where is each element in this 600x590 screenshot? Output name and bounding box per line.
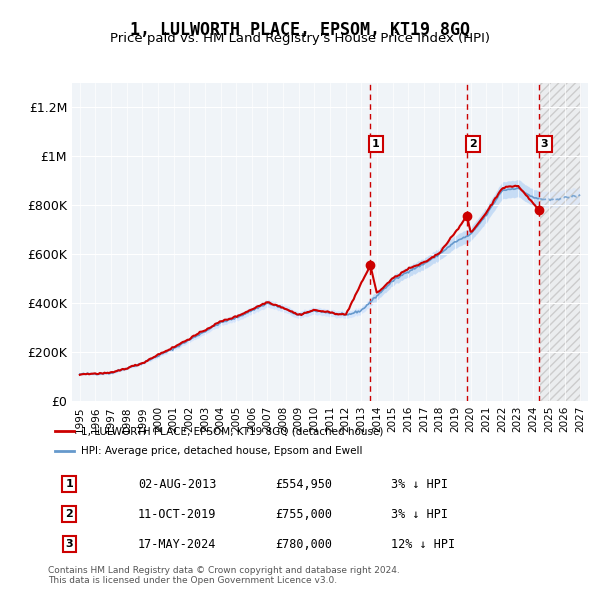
- Text: 12% ↓ HPI: 12% ↓ HPI: [391, 537, 455, 551]
- Text: 02-AUG-2013: 02-AUG-2013: [138, 477, 216, 491]
- Text: 3% ↓ HPI: 3% ↓ HPI: [391, 477, 448, 491]
- Text: 11-OCT-2019: 11-OCT-2019: [138, 507, 216, 521]
- Text: 1, LULWORTH PLACE, EPSOM, KT19 8GQ: 1, LULWORTH PLACE, EPSOM, KT19 8GQ: [130, 21, 470, 39]
- Text: £780,000: £780,000: [275, 537, 332, 551]
- Text: HPI: Average price, detached house, Epsom and Ewell: HPI: Average price, detached house, Epso…: [81, 446, 362, 455]
- Text: £755,000: £755,000: [275, 507, 332, 521]
- Bar: [540, 83, 580, 401]
- Text: 1: 1: [65, 479, 73, 489]
- Text: 17-MAY-2024: 17-MAY-2024: [138, 537, 216, 551]
- Text: 2: 2: [65, 509, 73, 519]
- Text: Contains HM Land Registry data © Crown copyright and database right 2024.
This d: Contains HM Land Registry data © Crown c…: [48, 566, 400, 585]
- Text: 1: 1: [372, 139, 380, 149]
- Text: 2: 2: [469, 139, 476, 149]
- Text: 3% ↓ HPI: 3% ↓ HPI: [391, 507, 448, 521]
- Bar: [540, 83, 580, 401]
- Text: 1, LULWORTH PLACE, EPSOM, KT19 8GQ (detached house): 1, LULWORTH PLACE, EPSOM, KT19 8GQ (deta…: [81, 427, 383, 436]
- Text: 3: 3: [541, 139, 548, 149]
- Text: 3: 3: [65, 539, 73, 549]
- Text: £554,950: £554,950: [275, 477, 332, 491]
- Text: Price paid vs. HM Land Registry's House Price Index (HPI): Price paid vs. HM Land Registry's House …: [110, 32, 490, 45]
